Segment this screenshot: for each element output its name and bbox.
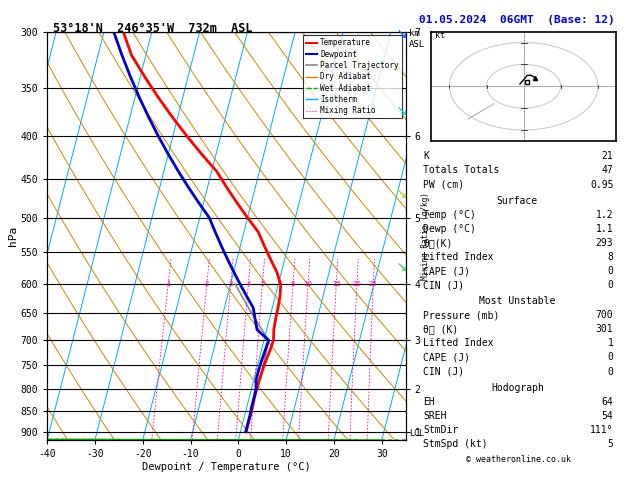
Text: 111°: 111° — [590, 425, 613, 435]
Text: 0.95: 0.95 — [590, 180, 613, 190]
Text: Surface: Surface — [497, 196, 538, 206]
Legend: Temperature, Dewpoint, Parcel Trajectory, Dry Adiabat, Wet Adiabat, Isotherm, Mi: Temperature, Dewpoint, Parcel Trajectory… — [303, 35, 402, 118]
Text: PW (cm): PW (cm) — [423, 180, 464, 190]
Text: 5: 5 — [608, 439, 613, 450]
Text: θᴁ (K): θᴁ (K) — [423, 324, 459, 334]
Text: CIN (J): CIN (J) — [423, 366, 464, 377]
Text: 25: 25 — [369, 281, 377, 287]
Text: 20: 20 — [352, 281, 362, 287]
Text: CAPE (J): CAPE (J) — [423, 266, 470, 276]
Text: Totals Totals: Totals Totals — [423, 165, 499, 175]
Text: LCL: LCL — [409, 429, 425, 438]
Text: 3: 3 — [228, 281, 233, 287]
Y-axis label: hPa: hPa — [8, 226, 18, 246]
Text: Pressure (mb): Pressure (mb) — [423, 310, 499, 320]
Text: K: K — [423, 151, 429, 160]
Text: Lifted Index: Lifted Index — [423, 338, 494, 348]
Text: StmDir: StmDir — [423, 425, 459, 435]
Text: 10: 10 — [304, 281, 313, 287]
Text: 1: 1 — [608, 338, 613, 348]
Text: 54: 54 — [602, 411, 613, 421]
Text: Dewp (°C): Dewp (°C) — [423, 224, 476, 234]
Text: km
ASL: km ASL — [409, 29, 425, 49]
Text: 0: 0 — [608, 280, 613, 290]
Text: CIN (J): CIN (J) — [423, 280, 464, 290]
Text: 15: 15 — [332, 281, 341, 287]
Text: StmSpd (kt): StmSpd (kt) — [423, 439, 488, 450]
Text: 293: 293 — [596, 238, 613, 248]
Text: 47: 47 — [602, 165, 613, 175]
Text: 53°18'N  246°35'W  732m  ASL: 53°18'N 246°35'W 732m ASL — [53, 22, 253, 35]
Text: 0: 0 — [608, 366, 613, 377]
Text: 2: 2 — [204, 281, 209, 287]
Text: 1: 1 — [166, 281, 170, 287]
Text: 1.2: 1.2 — [596, 210, 613, 220]
Text: EH: EH — [423, 397, 435, 407]
Text: 4: 4 — [246, 281, 250, 287]
Text: Hodograph: Hodograph — [491, 382, 544, 393]
Text: Lifted Index: Lifted Index — [423, 252, 494, 262]
Text: →: → — [391, 258, 409, 277]
Text: 8: 8 — [608, 252, 613, 262]
Text: →: → — [391, 25, 409, 43]
Text: 8: 8 — [291, 281, 295, 287]
Text: 1.1: 1.1 — [596, 224, 613, 234]
Text: 01.05.2024  06GMT  (Base: 12): 01.05.2024 06GMT (Base: 12) — [420, 15, 615, 25]
Text: θᴁ(K): θᴁ(K) — [423, 238, 453, 248]
Text: CAPE (J): CAPE (J) — [423, 352, 470, 363]
Text: Mixing Ratio (g/kg): Mixing Ratio (g/kg) — [421, 192, 430, 279]
Text: 0: 0 — [608, 352, 613, 363]
Text: Most Unstable: Most Unstable — [479, 296, 555, 306]
X-axis label: Dewpoint / Temperature (°C): Dewpoint / Temperature (°C) — [142, 462, 311, 471]
Text: →: → — [391, 103, 409, 121]
Text: 5: 5 — [260, 281, 265, 287]
Text: 64: 64 — [602, 397, 613, 407]
Text: kt: kt — [435, 31, 445, 40]
Text: 21: 21 — [602, 151, 613, 160]
Text: 700: 700 — [596, 310, 613, 320]
Text: SREH: SREH — [423, 411, 447, 421]
Text: →: → — [391, 185, 409, 204]
Text: © weatheronline.co.uk: © weatheronline.co.uk — [467, 455, 571, 465]
Text: 0: 0 — [608, 266, 613, 276]
Text: 301: 301 — [596, 324, 613, 334]
Text: Temp (°C): Temp (°C) — [423, 210, 476, 220]
